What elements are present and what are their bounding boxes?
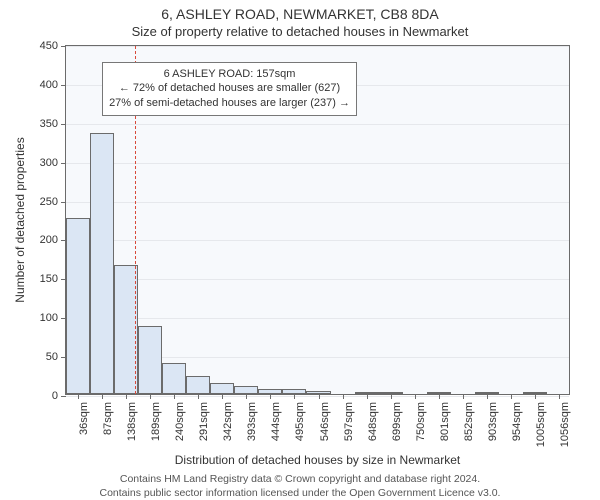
gridline [66, 46, 569, 47]
y-tick: 200 [40, 234, 66, 246]
annotation-line: ← 72% of detached houses are smaller (62… [109, 81, 350, 96]
x-tick-mark [535, 394, 536, 399]
y-tick: 450 [40, 40, 66, 52]
x-tick: 852sqm [463, 402, 475, 441]
y-tick: 100 [40, 312, 66, 324]
y-axis-label: Number of detached properties [13, 137, 27, 302]
title-line2: Size of property relative to detached ho… [0, 24, 600, 39]
gridline [66, 240, 569, 241]
annotation-box: 6 ASHLEY ROAD: 157sqm← 72% of detached h… [102, 62, 357, 117]
y-tick: 250 [40, 196, 66, 208]
x-tick-mark [246, 394, 247, 399]
footer-line1: Contains HM Land Registry data © Crown c… [0, 473, 600, 487]
x-tick-mark [487, 394, 488, 399]
x-tick-mark [198, 394, 199, 399]
x-tick: 240sqm [174, 402, 186, 441]
bar [210, 383, 234, 394]
x-tick: 393sqm [246, 402, 258, 441]
x-tick-mark [174, 394, 175, 399]
annotation-line: 6 ASHLEY ROAD: 157sqm [109, 67, 350, 82]
gridline [66, 279, 569, 280]
x-tick-mark [439, 394, 440, 399]
y-tick: 300 [40, 157, 66, 169]
bar [90, 133, 114, 394]
bar [162, 363, 186, 394]
x-tick: 87sqm [102, 402, 114, 435]
x-tick-mark [463, 394, 464, 399]
gridline [66, 163, 569, 164]
x-tick: 903sqm [487, 402, 499, 441]
x-tick-mark [102, 394, 103, 399]
figure: 6, ASHLEY ROAD, NEWMARKET, CB8 8DA Size … [0, 0, 600, 500]
x-tick-mark [391, 394, 392, 399]
bar [138, 326, 162, 394]
x-tick-mark [150, 394, 151, 399]
x-tick: 495sqm [294, 402, 306, 441]
y-tick: 400 [40, 79, 66, 91]
x-tick-mark [222, 394, 223, 399]
x-tick: 189sqm [150, 402, 162, 441]
x-tick: 444sqm [270, 402, 282, 441]
x-tick: 1005sqm [535, 402, 547, 447]
x-tick-mark [294, 394, 295, 399]
bar [186, 376, 210, 394]
x-tick-mark [319, 394, 320, 399]
y-tick: 0 [52, 390, 66, 402]
gridline [66, 318, 569, 319]
x-tick: 342sqm [222, 402, 234, 441]
x-tick: 699sqm [391, 402, 403, 441]
x-tick-mark [415, 394, 416, 399]
footer: Contains HM Land Registry data © Crown c… [0, 473, 600, 500]
x-tick: 597sqm [343, 402, 355, 441]
gridline [66, 124, 569, 125]
x-tick: 546sqm [319, 402, 331, 441]
annotation-line: 27% of semi-detached houses are larger (… [109, 96, 350, 111]
x-tick: 801sqm [439, 402, 451, 441]
x-axis-label: Distribution of detached houses by size … [175, 453, 460, 467]
gridline [66, 202, 569, 203]
x-tick: 36sqm [78, 402, 90, 435]
gridline [66, 396, 569, 397]
y-tick: 150 [40, 273, 66, 285]
y-tick: 350 [40, 118, 66, 130]
x-tick: 291sqm [198, 402, 210, 441]
bar [234, 386, 258, 394]
x-tick: 138sqm [126, 402, 138, 441]
x-tick-mark [343, 394, 344, 399]
x-tick: 954sqm [511, 402, 523, 441]
x-tick-mark [367, 394, 368, 399]
x-tick-mark [559, 394, 560, 399]
plot-area: 05010015020025030035040045036sqm87sqm138… [65, 45, 570, 395]
bar [66, 218, 90, 394]
x-tick-mark [78, 394, 79, 399]
x-tick-mark [126, 394, 127, 399]
x-tick: 750sqm [415, 402, 427, 441]
y-tick: 50 [46, 351, 66, 363]
x-tick: 1056sqm [559, 402, 571, 447]
x-tick-mark [511, 394, 512, 399]
x-tick: 648sqm [367, 402, 379, 441]
footer-line2: Contains public sector information licen… [0, 487, 600, 500]
x-tick-mark [270, 394, 271, 399]
title-line1: 6, ASHLEY ROAD, NEWMARKET, CB8 8DA [0, 6, 600, 22]
